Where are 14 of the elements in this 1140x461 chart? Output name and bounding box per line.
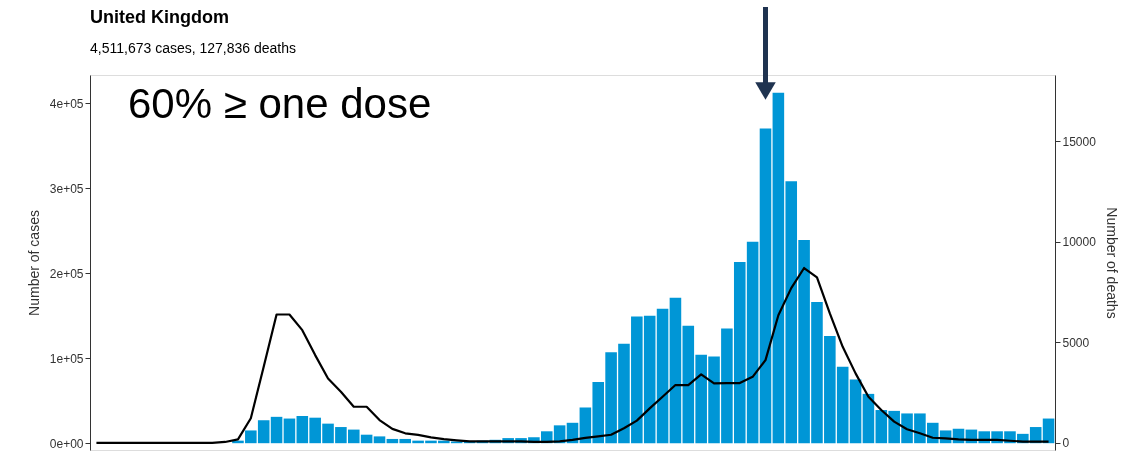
y2-axis-title: Number of deaths xyxy=(1103,207,1120,319)
y-tick-label: 0e+00 xyxy=(49,436,84,451)
y-tick-label: 1e+05 xyxy=(49,351,84,366)
chart-subtitle: 4,511,673 cases, 127,836 deaths xyxy=(90,40,297,56)
y2-tick-label: 15000 xyxy=(1062,134,1097,149)
y2-tick-label: 10000 xyxy=(1062,235,1097,250)
y-axis-title: Number of cases xyxy=(25,210,42,316)
y-tick-label: 2e+05 xyxy=(49,266,84,281)
y2-tick-label: 0 xyxy=(1062,436,1070,451)
chart-title: United Kingdom xyxy=(90,7,229,27)
y-tick-label: 4e+05 xyxy=(49,96,84,111)
y-tick-label: 3e+05 xyxy=(49,181,84,196)
y2-tick-label: 5000 xyxy=(1062,335,1090,350)
annotation: 60% ≥ one dose xyxy=(128,80,432,127)
